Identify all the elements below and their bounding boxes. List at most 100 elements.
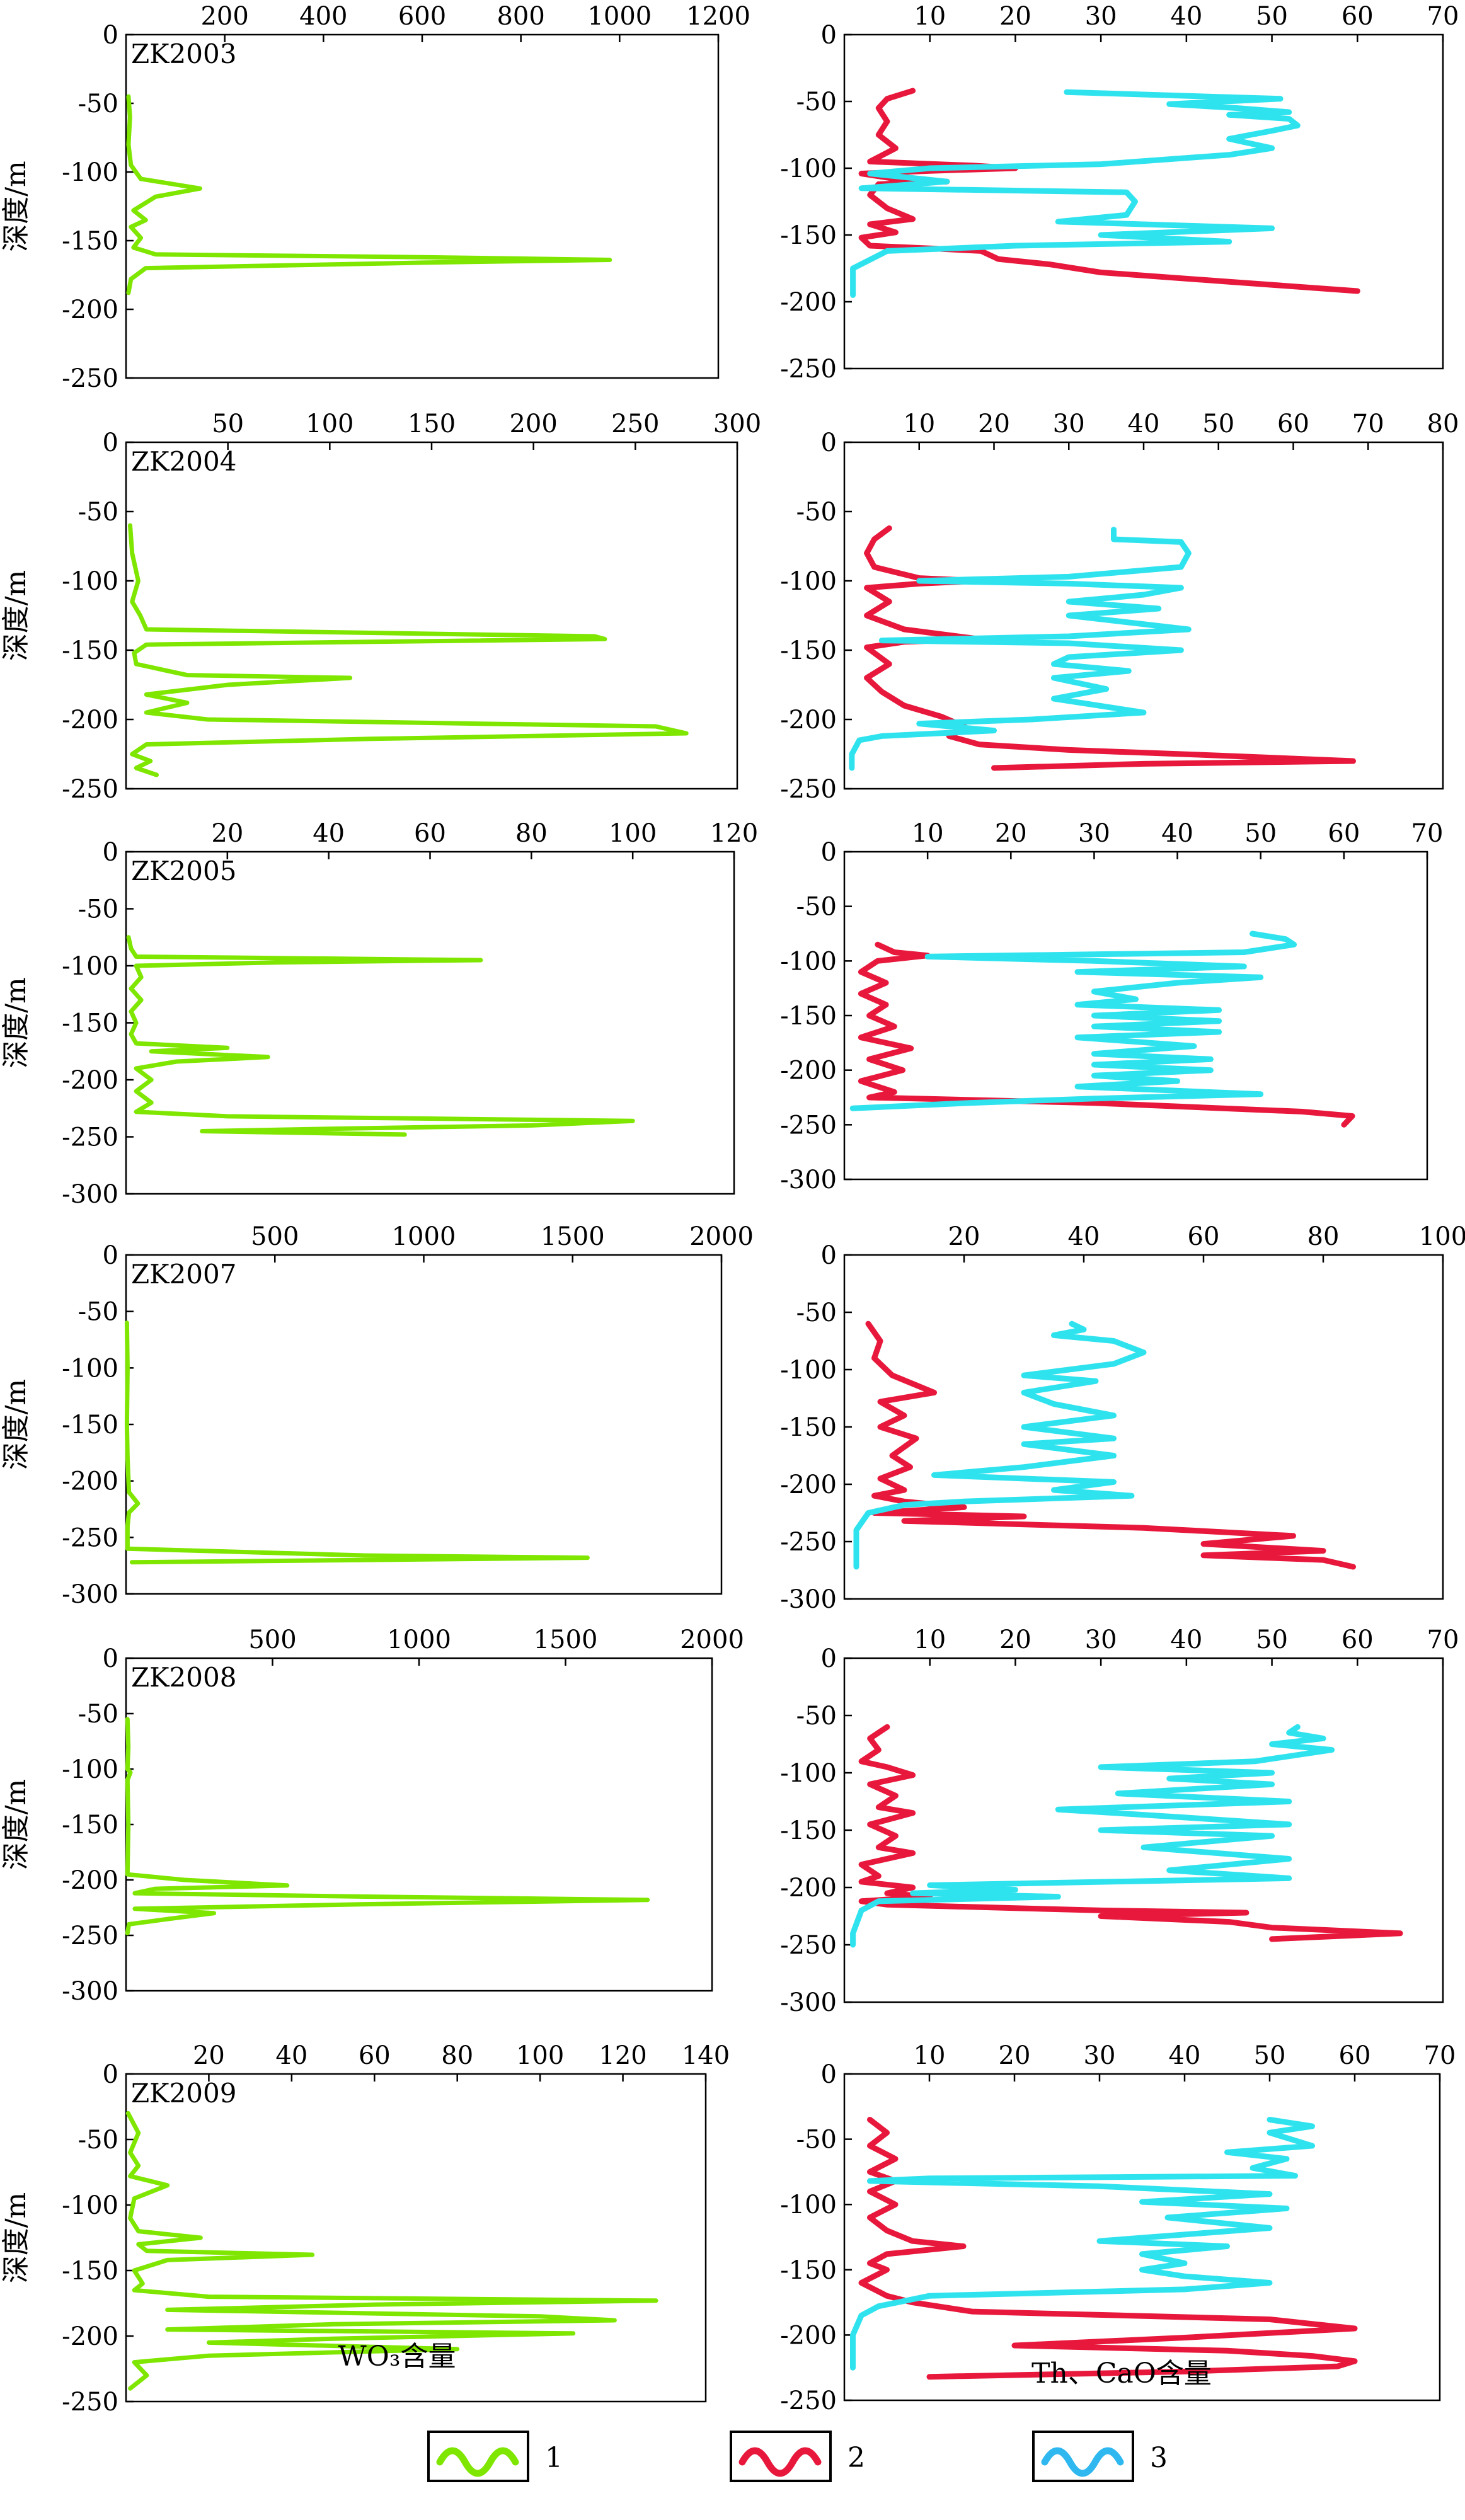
x-tick-label: 40 xyxy=(1170,2,1202,31)
y-axis-label: 深度/m xyxy=(0,570,32,662)
x-tick-label: 50 xyxy=(1254,2041,1286,2070)
x-tick-label: 30 xyxy=(1085,2,1117,31)
y-tick-label: 0 xyxy=(103,1241,118,1270)
x-tick-label: 300 xyxy=(713,410,761,438)
x-tick-label: 20 xyxy=(999,1625,1031,1654)
x-tick-label: 120 xyxy=(599,2041,646,2070)
y-tick-label: -200 xyxy=(62,2322,118,2351)
y-tick-label: -250 xyxy=(780,1528,837,1557)
y-tick-label: -150 xyxy=(780,1002,837,1031)
panel-zk2008-th-cao: 0 -50 -100 -150 -200 -250 -300 10 20 30 40 50 60 70 xyxy=(780,1625,1459,2017)
x-tick-label: 150 xyxy=(408,410,456,438)
well-label: ZK2009 xyxy=(131,2078,236,2109)
y-tick-label: -200 xyxy=(780,706,837,735)
y-tick-label: -100 xyxy=(780,947,837,976)
x-tick-label: 10 xyxy=(912,819,944,848)
caption-wo3: WO₃含量 xyxy=(338,2340,456,2373)
series-line-0 xyxy=(858,1724,1403,1942)
x-tick-label: 30 xyxy=(1084,2041,1116,2070)
x-tick-label: 20 xyxy=(948,1222,980,1251)
x-tick-label: 100 xyxy=(609,819,657,848)
y-tick-label: -250 xyxy=(780,355,837,384)
y-tick-label: -50 xyxy=(78,498,118,527)
series-line-1 xyxy=(850,89,1301,298)
y-tick-label: -200 xyxy=(780,1874,837,1903)
y-axis-label: 深度/m xyxy=(0,161,32,252)
x-tick-label: 20 xyxy=(978,410,1010,438)
y-tick-label: 0 xyxy=(103,2060,118,2089)
y-tick-label: 0 xyxy=(103,1644,118,1673)
x-tick-label: 40 xyxy=(275,2041,307,2070)
y-tick-label: -300 xyxy=(780,1166,837,1194)
well-label: ZK2003 xyxy=(131,38,236,69)
plot-frame xyxy=(125,1657,713,1992)
y-tick-label: -100 xyxy=(780,2191,837,2219)
x-tick-label: 500 xyxy=(251,1222,299,1251)
series-line-0 xyxy=(125,1717,650,1935)
x-tick-label: 1500 xyxy=(534,1625,598,1654)
panel-zk2004-wo3: 0 -50 -100 -150 -200 -250 50 100 150 200 250 300 ZK2… xyxy=(0,410,761,804)
caption-th-cao: Th、CaO含量 xyxy=(1031,2357,1212,2390)
y-tick-label: 0 xyxy=(103,428,118,457)
y-tick-label: -250 xyxy=(62,364,118,393)
y-tick-label: -150 xyxy=(780,2256,837,2285)
plot-frame xyxy=(843,441,1444,790)
legend-label: 1 xyxy=(545,2442,563,2474)
x-tick-label: 200 xyxy=(509,410,557,438)
x-tick-label: 10 xyxy=(903,410,935,438)
plot-frame xyxy=(125,441,738,790)
y-tick-label: -50 xyxy=(78,1700,118,1729)
y-tick-label: -50 xyxy=(796,498,837,527)
series-line-1 xyxy=(850,1724,1335,1948)
y-tick-label: -300 xyxy=(780,1585,837,1614)
y-tick-label: -250 xyxy=(62,2388,118,2417)
plot-frame xyxy=(125,33,720,379)
plot-frame xyxy=(125,1254,723,1595)
y-tick-label: -100 xyxy=(780,567,837,596)
y-tick-label: -250 xyxy=(62,1922,118,1950)
x-tick-label: 80 xyxy=(1307,1222,1340,1251)
well-label: ZK2005 xyxy=(131,856,236,886)
y-tick-label: -200 xyxy=(780,1470,837,1499)
legend-wave xyxy=(436,2447,519,2477)
y-tick-label: -50 xyxy=(78,1298,118,1327)
x-tick-label: 30 xyxy=(1053,410,1085,438)
x-tick-label: 60 xyxy=(1341,2,1374,31)
series-line-0 xyxy=(124,1320,590,1565)
x-tick-label: 60 xyxy=(1188,1222,1220,1251)
x-tick-label: 2000 xyxy=(680,1625,744,1654)
y-tick-label: -150 xyxy=(62,1411,118,1440)
x-tick-label: 100 xyxy=(306,410,353,438)
x-tick-label: 60 xyxy=(359,2041,391,2070)
y-tick-label: -200 xyxy=(780,1057,837,1085)
x-tick-label: 10 xyxy=(914,1625,946,1654)
x-tick-label: 60 xyxy=(1339,2041,1371,2070)
x-tick-label: 40 xyxy=(1170,1625,1202,1654)
y-tick-label: -300 xyxy=(62,1580,118,1609)
y-tick-label: -250 xyxy=(62,775,118,804)
y-tick-label: -300 xyxy=(780,1988,837,2017)
x-tick-label: 40 xyxy=(1161,819,1193,848)
y-axis-label: 深度/m xyxy=(0,1379,32,1470)
y-tick-label: -200 xyxy=(62,706,118,735)
x-tick-label: 50 xyxy=(1202,410,1234,438)
y-tick-label: -100 xyxy=(62,567,118,596)
x-tick-label: 50 xyxy=(1256,2,1288,31)
x-tick-label: 250 xyxy=(611,410,659,438)
panel-zk2003-wo3: 0 -50 -100 -150 -200 -250 200 400 600 800 1000 1200… xyxy=(0,2,750,393)
series-line-1 xyxy=(849,527,1192,771)
x-tick-label: 80 xyxy=(515,819,548,848)
y-tick-label: -50 xyxy=(796,1702,837,1731)
x-tick-label: 50 xyxy=(212,410,244,438)
y-tick-label: -200 xyxy=(62,1866,118,1895)
y-tick-label: -300 xyxy=(62,1180,118,1209)
y-tick-label: -250 xyxy=(62,1523,118,1552)
plot-frame xyxy=(843,33,1444,370)
x-tick-label: 10 xyxy=(914,2,946,31)
y-axis-label: 深度/m xyxy=(0,2192,32,2284)
x-tick-label: 20 xyxy=(999,2041,1031,2070)
y-tick-label: -250 xyxy=(780,2386,837,2415)
x-tick-label: 400 xyxy=(299,2,347,31)
y-tick-label: -100 xyxy=(780,1356,837,1385)
x-tick-label: 70 xyxy=(1427,2,1459,31)
